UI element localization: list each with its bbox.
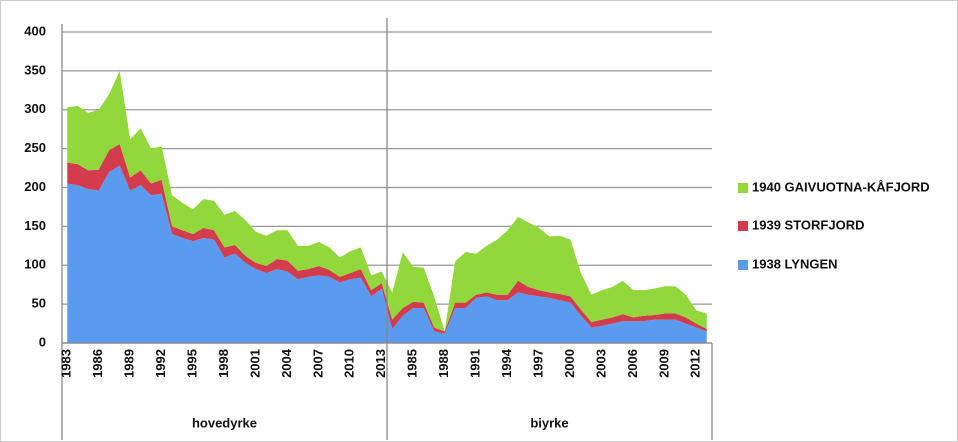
x-tick-label: 1991 [468,349,483,378]
x-tick-label: 1997 [530,349,545,378]
y-tick-label: 250 [24,140,46,155]
x-tick-label: 1985 [405,349,420,378]
area [67,143,707,334]
x-tick-label: 2013 [373,349,388,378]
x-tick-label: 1995 [184,349,199,378]
area [67,165,707,343]
x-tick-label: 1998 [216,349,231,378]
x-tick-label: 2003 [593,349,608,378]
x-tick-label: 2010 [342,349,357,378]
legend-label: 1939 STORFJORD [752,217,864,232]
y-tick-label: 150 [24,218,46,233]
group-label: biyrke [530,415,568,430]
x-tick-label: 1988 [436,349,451,378]
x-tick-label: 1994 [499,348,514,378]
y-tick-label: 300 [24,101,46,116]
group-label: hovedyrke [192,415,257,430]
legend-label: 1940 GAIVUOTNA-KÅFJORD [752,179,930,194]
legend-swatch [738,183,748,193]
y-tick-label: 50 [32,296,46,311]
area [67,70,707,332]
x-tick-label: 2007 [310,349,325,378]
x-tick-label: 2009 [656,349,671,378]
y-tick-label: 200 [24,179,46,194]
x-tick-label: 2000 [562,349,577,378]
x-tick-label: 1992 [153,349,168,378]
x-tick-label: 2012 [688,349,703,378]
y-tick-label: 400 [24,23,46,38]
x-tick-label: 2006 [625,349,640,378]
x-tick-label: 2001 [247,349,262,378]
x-tick-label: 1986 [90,349,105,378]
y-tick-label: 350 [24,62,46,77]
legend-swatch [738,221,748,231]
legend-label: 1938 LYNGEN [752,256,838,271]
x-tick-label: 1983 [59,349,74,378]
y-tick-label: 0 [39,334,46,349]
legend-swatch [738,260,748,270]
x-tick-label: 2004 [279,348,294,378]
x-tick-label: 1989 [122,349,137,378]
y-tick-label: 100 [24,257,46,272]
